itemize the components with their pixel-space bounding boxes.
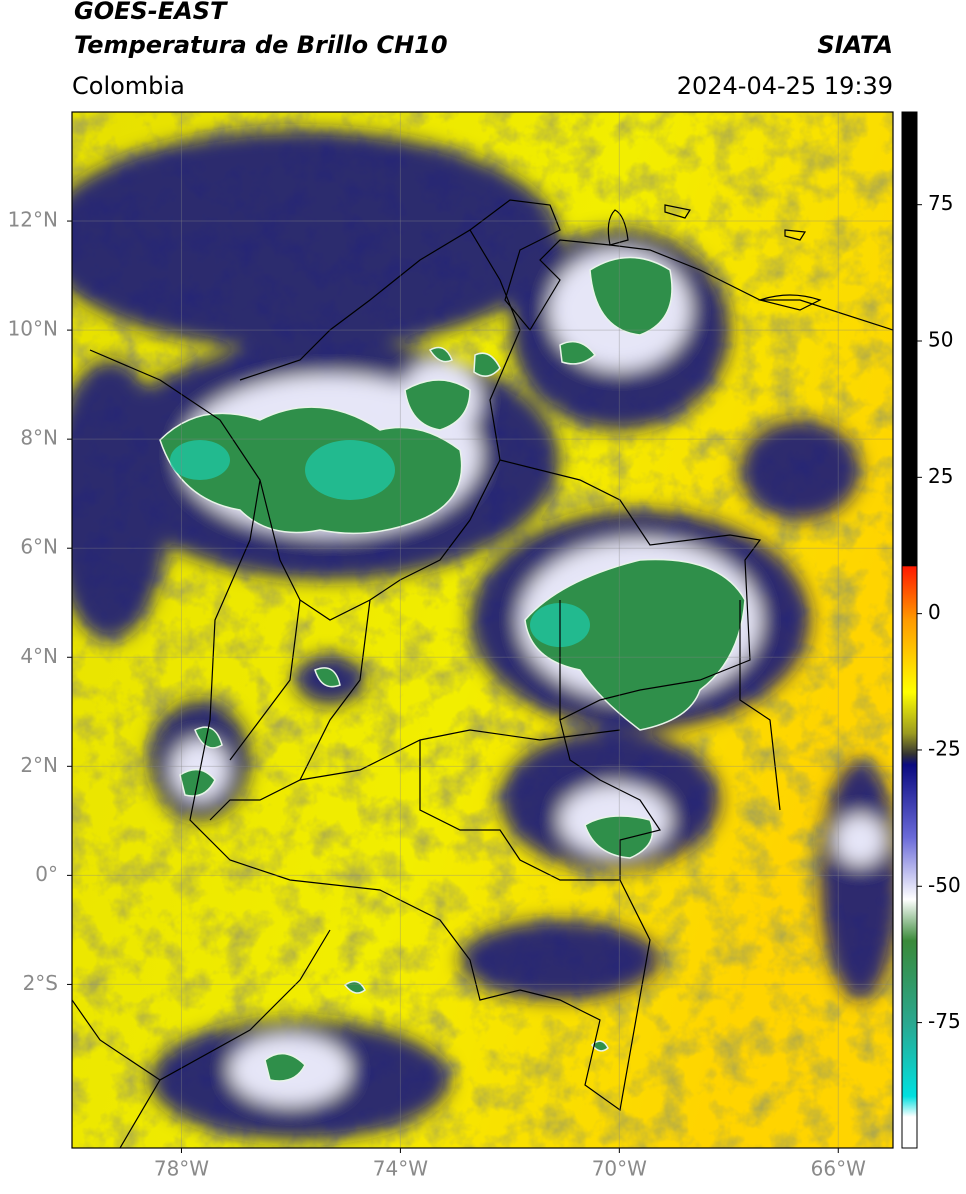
satellite-image xyxy=(72,112,893,1148)
x-tick-label: 70°W xyxy=(592,1157,647,1181)
colorbar-tick-label: 25 xyxy=(928,464,953,488)
map-frame xyxy=(71,111,894,1149)
x-tick-label: 78°W xyxy=(154,1157,209,1181)
subtitle: Temperatura de Brillo CH10 xyxy=(74,31,448,59)
y-tick-label: 0° xyxy=(35,862,58,886)
colorbar-tick-label: -75 xyxy=(928,1009,961,1033)
colorbar-tick-label: 75 xyxy=(928,191,953,215)
colorbar xyxy=(901,111,918,1149)
borders xyxy=(72,199,893,1148)
colorbar-tick-label: -50 xyxy=(928,873,961,897)
source: SIATA xyxy=(817,31,893,59)
colorbar-tick-label: 50 xyxy=(928,328,953,352)
region: Colombia xyxy=(72,72,185,100)
y-tick-label: 10°N xyxy=(8,317,58,341)
y-tick-label: 6°N xyxy=(20,535,58,559)
title: GOES-EAST xyxy=(74,0,228,25)
datetime: 2024-04-25 19:39 xyxy=(677,72,893,100)
grid xyxy=(72,112,893,1148)
y-tick-label: 2°S xyxy=(23,971,58,995)
y-tick-label: 8°N xyxy=(20,426,58,450)
colorbar-tick-label: -25 xyxy=(928,736,961,760)
y-tick-label: 12°N xyxy=(8,208,58,232)
x-tick-label: 66°W xyxy=(811,1157,866,1181)
x-tick-label: 74°W xyxy=(373,1157,428,1181)
colorbar-tick-label: 0 xyxy=(928,600,941,624)
y-tick-label: 4°N xyxy=(20,644,58,668)
y-tick-label: 2°N xyxy=(20,753,58,777)
